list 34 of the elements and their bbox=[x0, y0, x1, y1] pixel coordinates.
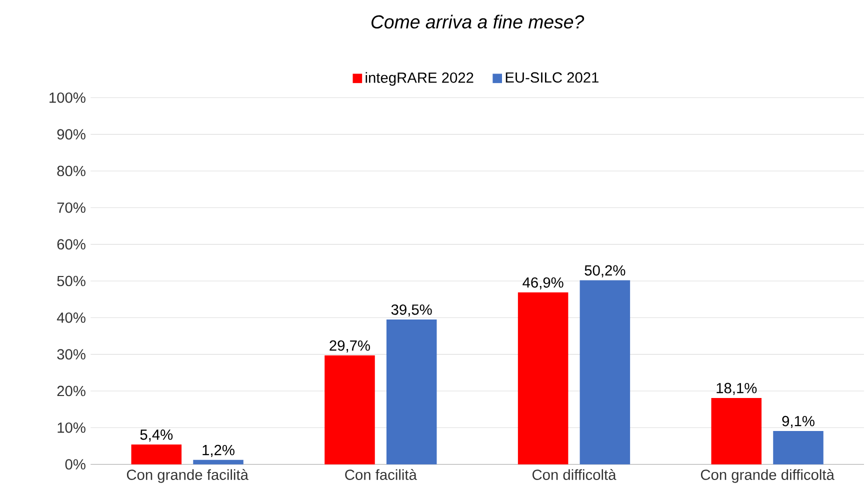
y-tick-label: 0% bbox=[65, 459, 86, 470]
bar bbox=[386, 319, 437, 464]
x-tick-label: Con facilità bbox=[345, 469, 417, 480]
legend-label: EU-SILC 2021 bbox=[506, 72, 599, 83]
y-tick-label: 10% bbox=[58, 422, 86, 433]
bar bbox=[773, 430, 824, 464]
bar bbox=[193, 460, 244, 464]
y-tick-label: 70% bbox=[57, 202, 86, 213]
y-tick-label: 50% bbox=[57, 276, 86, 286]
data-label: 18,1% bbox=[716, 382, 757, 396]
y-tick-label: 80% bbox=[57, 166, 86, 176]
y-tick-label: 60% bbox=[57, 239, 86, 250]
y-tick-label: 100% bbox=[50, 92, 86, 103]
y-tick-label: 90% bbox=[57, 129, 86, 140]
data-label: 46,9% bbox=[522, 277, 564, 290]
data-label: 29,7% bbox=[330, 340, 370, 352]
bar bbox=[518, 292, 568, 464]
bar bbox=[580, 280, 630, 464]
x-tick-label: Con difficoltà bbox=[532, 469, 616, 480]
bar bbox=[711, 398, 762, 464]
y-tick-label: 30% bbox=[57, 349, 86, 360]
y-tick-label: 20% bbox=[57, 386, 86, 396]
data-label: 39,5% bbox=[391, 304, 432, 317]
data-label: 5,4% bbox=[140, 430, 173, 442]
data-label: 1,2% bbox=[202, 444, 234, 457]
x-tick-label: Con grande difficoltà bbox=[700, 469, 834, 483]
data-label: 9,1% bbox=[782, 416, 814, 428]
bar bbox=[324, 355, 375, 464]
legend-label: integRARE 2022 bbox=[366, 72, 474, 86]
x-tick-label: Con grande facilità bbox=[126, 469, 248, 483]
bar bbox=[131, 444, 182, 464]
y-tick-label: 40% bbox=[56, 312, 86, 323]
chart-title: Come arriva a fine mese? bbox=[372, 14, 584, 29]
data-label: 50,2% bbox=[584, 265, 626, 278]
